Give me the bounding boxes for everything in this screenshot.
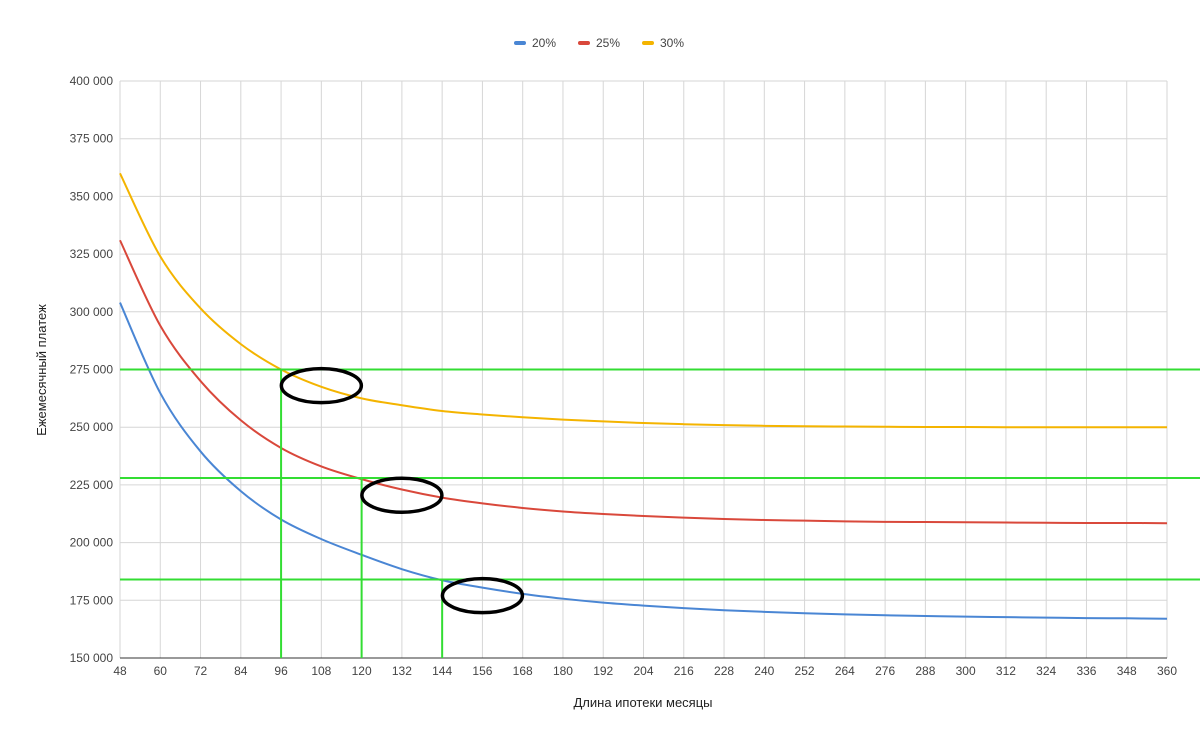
x-tick-label: 336: [1076, 664, 1096, 678]
x-tick-label: 228: [714, 664, 734, 678]
x-axis-title: Длина ипотеки месяцы: [573, 695, 712, 710]
y-tick-label: 275 000: [70, 363, 114, 377]
y-tick-label: 200 000: [70, 536, 114, 550]
x-tick-label: 216: [674, 664, 694, 678]
x-tick-label: 300: [956, 664, 976, 678]
annotation-ellipses: [279, 366, 525, 615]
x-axis-ticks: 48 60 72 84 96 108 120 132 144 156 168 180 192 204 216…: [113, 664, 1177, 678]
x-tick-label: 264: [835, 664, 855, 678]
x-tick-label: 288: [915, 664, 935, 678]
y-tick-label: 250 000: [70, 420, 114, 434]
y-tick-label: 350 000: [70, 189, 114, 203]
y-tick-label: 400 000: [70, 74, 114, 88]
x-tick-label: 156: [472, 664, 492, 678]
x-tick-label: 312: [996, 664, 1016, 678]
legend: 20% 25% 30%: [514, 36, 684, 50]
y-tick-label: 225 000: [70, 478, 114, 492]
legend-label: 20%: [532, 36, 556, 50]
legend-label: 25%: [596, 36, 620, 50]
x-tick-label: 168: [513, 664, 533, 678]
x-tick-label: 180: [553, 664, 573, 678]
highlight-ellipse-3: [440, 576, 525, 615]
x-tick-label: 48: [113, 664, 127, 678]
x-tick-label: 60: [154, 664, 168, 678]
x-tick-label: 72: [194, 664, 208, 678]
y-tick-label: 175 000: [70, 593, 114, 607]
x-tick-label: 144: [432, 664, 452, 678]
x-tick-label: 360: [1157, 664, 1177, 678]
x-tick-label: 276: [875, 664, 895, 678]
x-tick-label: 132: [392, 664, 412, 678]
x-tick-label: 240: [754, 664, 774, 678]
y-tick-label: 300 000: [70, 305, 114, 319]
x-tick-label: 108: [311, 664, 331, 678]
y-tick-label: 325 000: [70, 247, 114, 261]
y-tick-label: 150 000: [70, 651, 114, 665]
x-tick-label: 192: [593, 664, 613, 678]
legend-swatch-25%: [578, 41, 590, 45]
highlight-ellipse-1: [279, 366, 364, 405]
y-axis-ticks: 150 000 175 000 200 000 225 000 250 000 275 0…: [70, 74, 114, 665]
highlight-ellipse-2: [360, 476, 444, 515]
x-tick-label: 252: [795, 664, 815, 678]
x-tick-label: 348: [1117, 664, 1137, 678]
y-tick-label: 375 000: [70, 132, 114, 146]
x-tick-label: 84: [234, 664, 248, 678]
annotation-lines: [120, 368, 1200, 658]
x-tick-label: 96: [274, 664, 288, 678]
legend-swatch-30%: [642, 41, 654, 45]
legend-swatch-20%: [514, 41, 526, 45]
legend-label: 30%: [660, 36, 684, 50]
x-tick-label: 120: [352, 664, 372, 678]
x-tick-label: 204: [633, 664, 653, 678]
x-tick-label: 324: [1036, 664, 1056, 678]
y-axis-title: Ежемесячный платеж: [34, 304, 49, 436]
